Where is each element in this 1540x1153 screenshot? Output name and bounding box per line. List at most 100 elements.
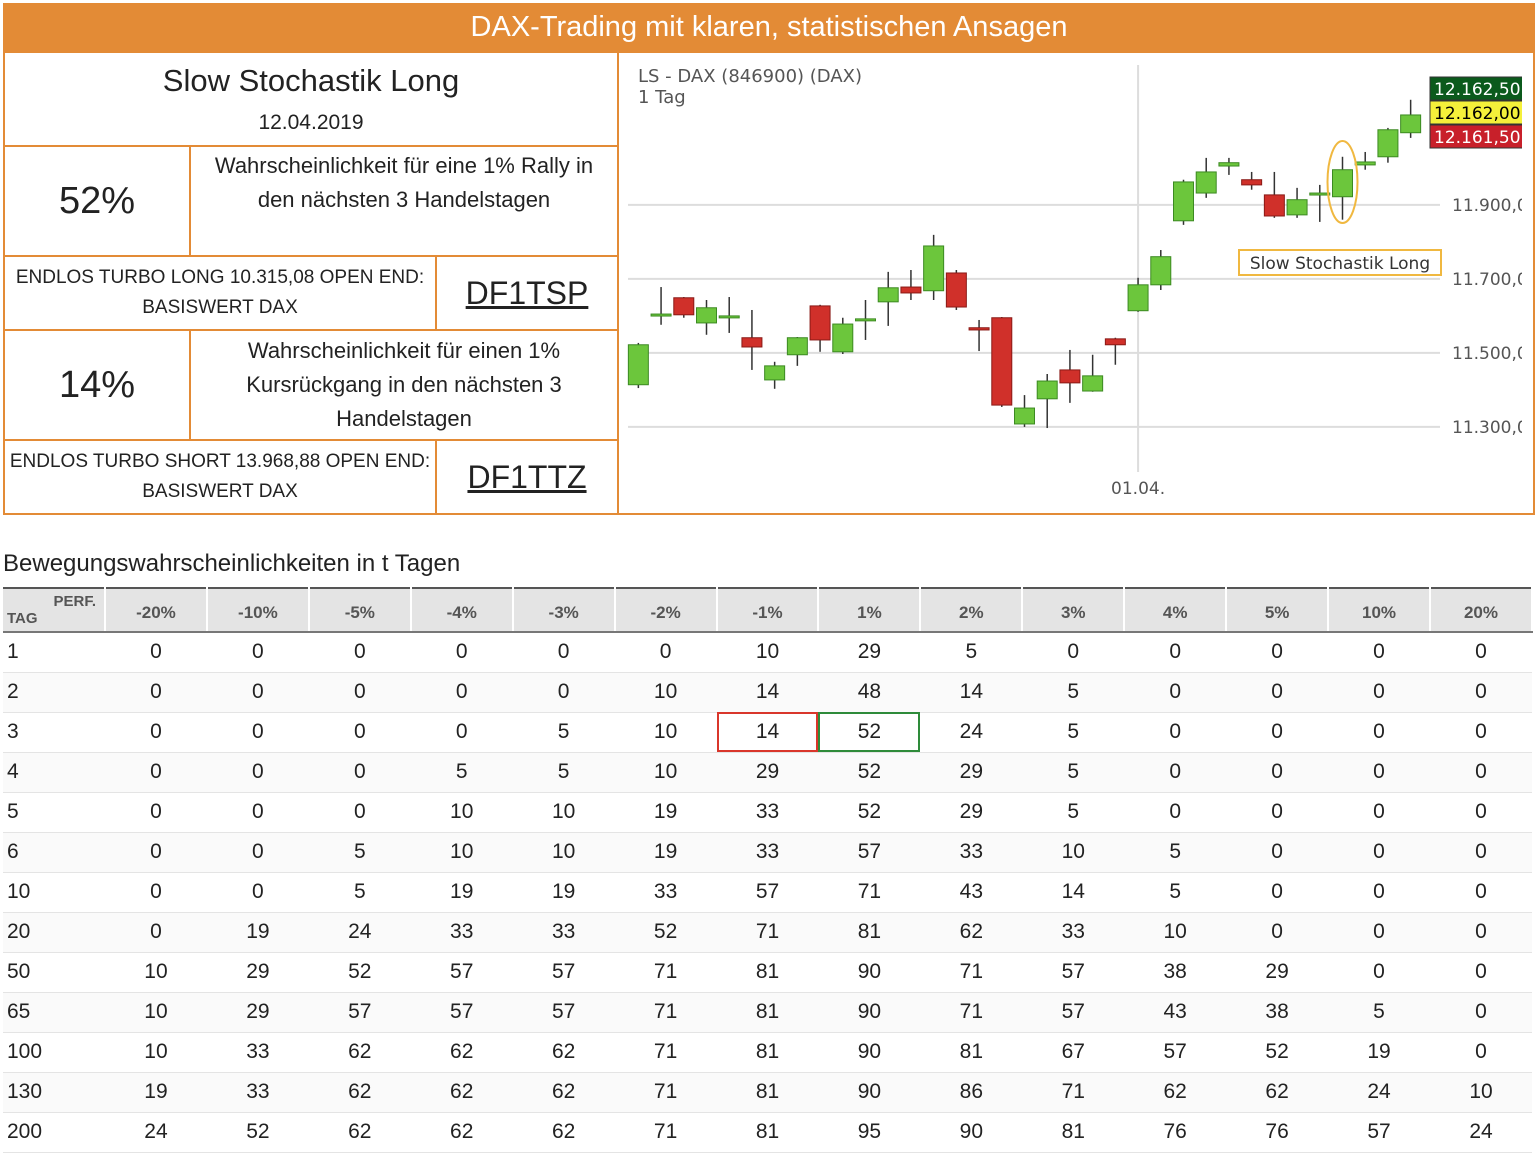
cell: 33 [206, 1072, 309, 1113]
candle-body [923, 245, 945, 292]
cell: 81 [920, 1032, 1023, 1073]
cell: 5 [1124, 872, 1227, 913]
cell: 0 [105, 672, 207, 713]
long-code[interactable]: DF1TSP [437, 257, 617, 331]
cell: 24 [920, 712, 1023, 753]
cell: 90 [920, 1112, 1023, 1153]
cell: 33 [614, 872, 717, 913]
cell: 81 [716, 1072, 819, 1113]
column-header: 1% [818, 587, 922, 633]
cell: 0 [1226, 712, 1329, 753]
cell: 33 [716, 792, 819, 833]
candle-body [1150, 256, 1172, 286]
cell: 57 [410, 952, 513, 993]
row-label: 50 [3, 952, 105, 993]
candle-body [1377, 129, 1399, 158]
corner-perf: PERF. [53, 593, 96, 610]
cell: 5 [512, 752, 615, 793]
cell: 0 [1328, 752, 1430, 793]
cell: 24 [1429, 1112, 1532, 1153]
candle-body [809, 305, 831, 341]
cell: 14 [716, 672, 819, 713]
cell: 5 [512, 712, 615, 753]
candle-body [1104, 338, 1126, 346]
column-header: 2% [920, 587, 1024, 633]
cell: 71 [716, 912, 819, 953]
cell: 0 [1226, 792, 1329, 833]
cell: 0 [206, 792, 309, 833]
cell: 0 [614, 632, 717, 673]
cell: 14 [716, 712, 819, 753]
cell: 5 [308, 832, 411, 873]
cell: 10 [716, 632, 819, 673]
cell: 0 [105, 632, 207, 673]
cell: 71 [614, 1032, 717, 1073]
cell: 0 [206, 672, 309, 713]
cell: 14 [920, 672, 1023, 713]
corner-tag: TAG [7, 610, 38, 627]
cell: 62 [512, 1112, 615, 1153]
cell: 62 [410, 1032, 513, 1073]
cell: 76 [1226, 1112, 1329, 1153]
candle-body [945, 272, 967, 308]
cell: 0 [206, 752, 309, 793]
row-label: 5 [3, 792, 105, 833]
table-row: 20 0 19 24 33 33 52 71 81 62 33 10 0 0 0 [3, 912, 1532, 953]
short-code[interactable]: DF1TTZ [467, 458, 587, 495]
y-tick-label: 11.500,00 [1452, 344, 1533, 364]
cell: 71 [920, 992, 1023, 1033]
cell: 5 [1022, 672, 1125, 713]
cell: 57 [818, 832, 921, 873]
y-tick-label: 11.300,00 [1452, 418, 1533, 438]
candle-body [627, 344, 649, 386]
cell: 71 [614, 952, 717, 993]
signal-head: Slow Stochastik Long 12.04.2019 [5, 53, 617, 147]
column-header: -10% [206, 587, 310, 633]
cell: 33 [920, 832, 1023, 873]
candle-body [1082, 375, 1104, 392]
cell: 0 [1328, 952, 1430, 993]
candle-body [1309, 192, 1331, 196]
column-header: -4% [410, 587, 514, 633]
cell: 62 [920, 912, 1023, 953]
cell: 0 [1124, 712, 1227, 753]
header-title: DAX-Trading mit klaren, statistischen An… [3, 3, 1535, 53]
long-product: ENDLOS TURBO LONG 10.315,08 OPEN END: BA… [5, 257, 437, 331]
cell: 10 [512, 792, 615, 833]
cell: 43 [920, 872, 1023, 913]
cell: 33 [716, 832, 819, 873]
cell: 81 [716, 1032, 819, 1073]
y-tick-label: 11.700,00 [1452, 270, 1533, 290]
cell: 67 [1022, 1032, 1125, 1073]
cell: 71 [614, 992, 717, 1033]
cell: 48 [818, 672, 921, 713]
table-row: 100 10 33 62 62 62 71 81 90 81 67 57 52 19 0 [3, 1032, 1532, 1073]
price-label-box [1429, 76, 1522, 101]
cell: 0 [308, 752, 411, 793]
price-label-box [1429, 100, 1522, 125]
cell: 90 [818, 952, 921, 993]
column-header: -20% [105, 587, 208, 633]
cell: 0 [1429, 672, 1532, 713]
column-header: -2% [614, 587, 718, 633]
signal-title: Slow Stochastik Long [162, 63, 460, 98]
row-label: 100 [3, 1032, 105, 1073]
cell: 10 [105, 952, 207, 993]
cell: 19 [206, 912, 309, 953]
candle-body [900, 286, 922, 294]
row-label: 1 [3, 632, 105, 673]
row-label: 20 [3, 912, 105, 953]
cell: 62 [410, 1112, 513, 1153]
candle-body [1036, 380, 1058, 400]
chart: LS - DAX (846900) (DAX) 1 Tag 11.300,00 1… [627, 65, 1533, 499]
cell: 24 [105, 1112, 207, 1153]
y-tick-label: 11.900,00 [1452, 196, 1533, 216]
cell: 0 [410, 632, 513, 673]
cell: 52 [614, 912, 717, 953]
column-header: 5% [1226, 587, 1330, 633]
table-title: Bewegungswahrscheinlichkeiten in t Tagen [3, 550, 461, 577]
cell: 0 [206, 712, 309, 753]
cell: 29 [1226, 952, 1329, 993]
cell: 0 [1328, 672, 1430, 713]
